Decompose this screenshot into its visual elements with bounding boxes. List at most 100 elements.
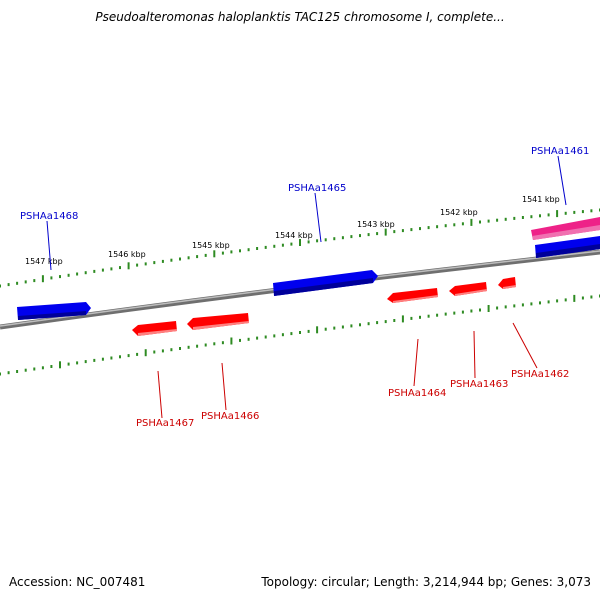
gene-pshaa1464[interactable] [387,288,438,303]
outer-track-minor-tick [419,227,421,231]
outer-track-minor-tick [153,261,156,265]
outer-track-minor-tick [230,250,233,254]
gene-label-pshaa1461[interactable]: PSHAa1461 [531,146,589,157]
inner-track-minor-tick [179,347,181,350]
inner-track-major-tick [316,326,319,334]
inner-track-major-tick [59,361,61,369]
forward-strand-genes [17,217,600,320]
outer-track-minor-tick [239,249,241,253]
gene-label-pshaa1468[interactable]: PSHAa1468 [20,211,78,222]
reverse-strand-genes [132,277,516,336]
inner-track-minor-tick [436,313,439,317]
inner-track-minor-tick [264,335,267,339]
gene-pshaa1462[interactable] [498,277,516,289]
inner-track-minor-tick [496,306,499,310]
gene-pshaa1468[interactable] [17,302,91,320]
gene-pshaa1461[interactable] [535,236,600,258]
gene-pshaa1463[interactable] [449,282,487,296]
outer-track-major-tick [127,262,130,270]
outer-track-major-tick [470,218,473,226]
inner-track-minor-tick [444,312,447,316]
gene-label-pshaa1463[interactable]: PSHAa1463 [450,379,508,390]
outer-track-minor-tick [521,216,524,219]
outer-track-minor-tick [161,259,164,263]
inner-track-minor-tick [33,367,36,371]
inner-track-minor-tick [187,345,190,349]
outer-track-minor-tick [119,266,121,270]
inner-track-minor-tick [384,320,387,324]
outer-track-minor-tick [16,281,19,285]
outer-track-minor-tick [444,224,447,228]
inner-track-minor-tick [41,366,44,370]
gene-label-pshaa1462[interactable]: PSHAa1462 [511,369,569,380]
accession-text: Accession: NC_007481 [9,575,146,589]
outer-track-minor-tick [341,236,344,240]
outer-track-major-tick [384,228,387,236]
inner-track-minor-tick [119,355,121,359]
outer-track-minor-tick [350,235,353,239]
gene-highlight-pink[interactable] [531,217,600,240]
inner-track-minor-tick [324,327,327,331]
outer-track-minor-tick [513,216,516,220]
tick-label-1545: 1545 kbp [192,241,230,250]
outer-track-minor-tick [110,267,113,271]
outer-track-minor-tick [24,280,27,284]
outer-track-minor-tick [93,269,96,273]
outer-track-minor-tick [101,268,104,272]
outer-track-minor-tick [401,229,404,233]
outer-track-minor-tick [144,262,147,266]
inner-track-minor-tick [93,358,96,362]
outer-track-major-tick [299,239,301,246]
inner-track-minor-tick [521,303,524,307]
outer-track-minor-tick [136,263,139,267]
outer-track-minor-tick [539,214,541,218]
inner-track-major-tick [487,305,490,312]
gene-pshaa1467[interactable] [132,321,177,336]
outer-track-minor-tick [84,271,87,275]
outer-track-minor-tick [393,230,396,234]
inner-track-minor-tick [419,315,421,319]
inner-track-minor-tick [556,299,559,303]
gene-label-pshaa1464[interactable]: PSHAa1464 [388,388,446,399]
outer-track-minor-tick [256,247,259,250]
gene-label-pshaa1465[interactable]: PSHAa1465 [288,183,346,194]
outer-track-minor-tick [479,220,481,224]
inner-track-minor-tick [256,336,259,340]
outer-track-minor-tick [564,211,567,215]
inner-track-minor-tick [221,341,224,345]
outer-track-minor-tick [187,256,190,260]
inner-track-minor-tick [341,325,344,329]
inner-track-minor-tick [479,308,481,312]
gene-pshaa1466[interactable] [187,313,249,330]
inner-track-minor-tick [0,372,1,376]
inner-track-minor-tick [393,319,396,322]
inner-track-major-tick [401,315,404,323]
gene-label-pshaa1466[interactable]: PSHAa1466 [201,411,259,422]
inner-track-minor-tick [307,329,310,333]
outer-track-minor-tick [179,257,181,261]
gene-label-pshaa1467[interactable]: PSHAa1467 [136,418,194,429]
inner-track-minor-tick [50,365,53,368]
outer-track-minor-tick [59,275,61,279]
inner-track-minor-tick [153,350,156,354]
outer-track-minor-tick [290,242,293,246]
outer-track-minor-tick [170,258,173,262]
inner-track-minor-tick [333,326,336,330]
outer-track-minor-tick [50,276,53,280]
outer-track-major-tick [41,275,44,283]
inner-track-minor-tick [84,360,87,364]
inner-track-minor-tick [101,357,104,361]
inner-track-minor-tick [127,354,130,358]
outer-track-minor-tick [496,218,499,222]
gene-pshaa1465[interactable] [273,270,378,296]
inner-track-minor-tick [504,305,507,309]
outer-track-minor-tick [273,244,276,248]
tick-label-1543: 1543 kbp [357,220,395,229]
outer-track-minor-tick [196,255,199,259]
outer-track-minor-tick [453,223,456,227]
inner-track-minor-tick [470,309,473,313]
inner-track-minor-tick [196,344,199,348]
inner-track-minor-tick [281,333,284,337]
